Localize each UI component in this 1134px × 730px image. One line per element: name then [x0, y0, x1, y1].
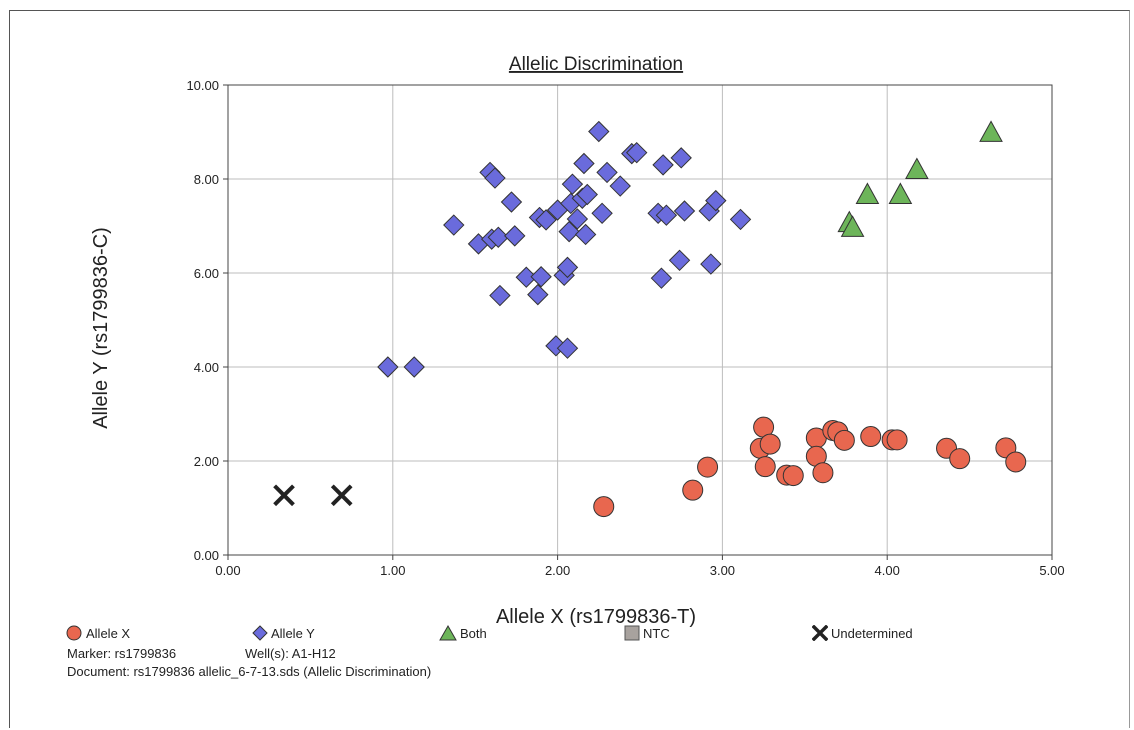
point-allele-x [812, 462, 834, 484]
point-both [855, 182, 880, 204]
point-allele-y [530, 266, 552, 288]
data-points [273, 120, 1027, 518]
circle-marker-icon [66, 625, 82, 641]
y-tick-label: 4.00 [194, 360, 219, 375]
legend-label-allele-y: Allele Y [271, 625, 315, 641]
point-allele-x [949, 448, 971, 470]
point-allele-y [609, 175, 631, 197]
point-undetermined [330, 484, 353, 507]
legend-label-allele-x: Allele X [86, 625, 131, 641]
legend-label-both: Both [460, 625, 487, 641]
y-tick-label: 2.00 [194, 454, 219, 469]
point-allele-y [535, 209, 557, 231]
point-undetermined [273, 484, 295, 507]
point-allele-y [700, 253, 722, 275]
point-allele-y [566, 208, 589, 230]
legend: Allele X Allele Y Both NTC Undetermined [0, 625, 1134, 645]
point-allele-y [500, 191, 523, 213]
point-allele-y [443, 214, 465, 236]
triangle-marker-icon [439, 625, 457, 641]
x-tick-label: 2.00 [545, 563, 570, 578]
point-both [840, 215, 865, 237]
point-allele-x [754, 456, 776, 478]
point-allele-y [489, 284, 511, 307]
legend-label-undetermined: Undetermined [831, 625, 913, 641]
y-tick-label: 0.00 [194, 548, 219, 563]
point-allele-y [625, 141, 648, 164]
point-both [905, 157, 929, 180]
point-allele-y [556, 337, 579, 359]
point-both [979, 120, 1003, 142]
point-allele-y [515, 266, 537, 288]
legend-item-undetermined: Undetermined [812, 625, 913, 641]
x-tick-label: 0.00 [215, 563, 240, 578]
point-allele-x [886, 429, 908, 451]
legend-item-allele-x: Allele X [65, 625, 130, 641]
point-allele-y [670, 147, 692, 169]
square-marker-icon [624, 625, 640, 641]
axis-ticks: 0.00 1.00 2.00 3.00 4.00 5.00 0.00 2.00 4.00 6.00… [186, 78, 1064, 578]
point-allele-y [504, 225, 526, 247]
point-allele-y [652, 154, 674, 176]
x-axis-label: Allele X (rs1799836-T) [496, 606, 696, 628]
document-info: Document: rs1799836 allelic_6-7-13.sds (… [67, 664, 432, 679]
series-both [837, 120, 1003, 237]
wells-info: Well(s): A1-H12 [245, 646, 336, 661]
legend-item-allele-y: Allele Y [252, 625, 315, 641]
point-allele-x [682, 479, 704, 501]
legend-item-both: Both [439, 625, 487, 641]
point-allele-y [573, 152, 595, 175]
marker-info: Marker: rs1799836 [67, 646, 177, 661]
point-allele-y [668, 249, 691, 272]
chart-title: Allelic Discrimination [509, 54, 683, 75]
point-allele-x [759, 433, 781, 455]
point-allele-y [558, 220, 580, 243]
point-allele-y [588, 120, 610, 143]
point-allele-y [487, 226, 509, 248]
y-tick-label: 6.00 [194, 266, 219, 281]
y-tick-label: 8.00 [194, 172, 219, 187]
y-tick-label: 10.00 [186, 78, 219, 93]
x-marker-icon [812, 625, 828, 641]
point-allele-y [576, 183, 598, 206]
point-allele-y [484, 167, 506, 189]
point-allele-y [705, 189, 727, 212]
point-allele-y [729, 208, 752, 231]
point-allele-y [655, 204, 678, 226]
point-allele-x [593, 496, 615, 518]
series-allele-y [377, 120, 752, 378]
plot-area [227, 84, 1053, 556]
point-allele-y [673, 200, 696, 222]
point-allele-x [860, 426, 882, 448]
point-allele-y [403, 356, 425, 378]
series-allele-x [593, 416, 1027, 518]
legend-item-ntc: NTC [624, 625, 670, 641]
legend-label-ntc: NTC [643, 625, 670, 641]
chart-frame [9, 10, 1130, 728]
point-allele-x [1005, 451, 1027, 473]
point-allele-y [650, 267, 673, 289]
x-tick-label: 5.00 [1039, 563, 1064, 578]
point-allele-y [596, 161, 618, 184]
point-allele-x [782, 465, 804, 487]
y-axis-label: Allele Y (rs1799836-C) [90, 227, 112, 429]
point-allele-y [377, 356, 399, 378]
point-allele-x [833, 429, 855, 451]
x-tick-label: 1.00 [380, 563, 405, 578]
point-allele-x [697, 456, 719, 478]
diamond-marker-icon [252, 625, 268, 641]
x-tick-label: 4.00 [875, 563, 900, 578]
point-both [888, 182, 913, 204]
point-allele-y [561, 173, 584, 195]
x-tick-label: 3.00 [710, 563, 735, 578]
point-allele-y [556, 256, 579, 279]
series-undetermined [273, 484, 353, 507]
point-allele-y [574, 223, 597, 246]
point-allele-y [527, 283, 549, 306]
point-allele-y [591, 202, 613, 225]
